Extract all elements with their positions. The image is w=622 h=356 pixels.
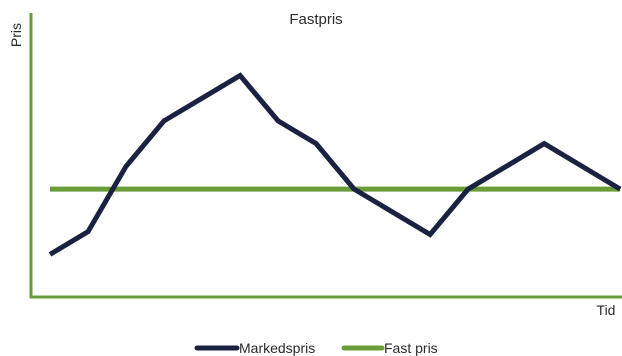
legend-label-fast-pris: Fast pris — [384, 340, 438, 356]
chart-title: Fastpris — [289, 11, 342, 28]
legend: Markedspris Fast pris — [194, 340, 438, 356]
legend-label-markedspris: Markedspris — [239, 340, 315, 356]
y-axis-label: Pris — [8, 23, 24, 47]
series-line-markedspris — [48, 72, 622, 257]
plot-area — [48, 72, 622, 257]
x-axis-label: Tid — [597, 302, 616, 318]
